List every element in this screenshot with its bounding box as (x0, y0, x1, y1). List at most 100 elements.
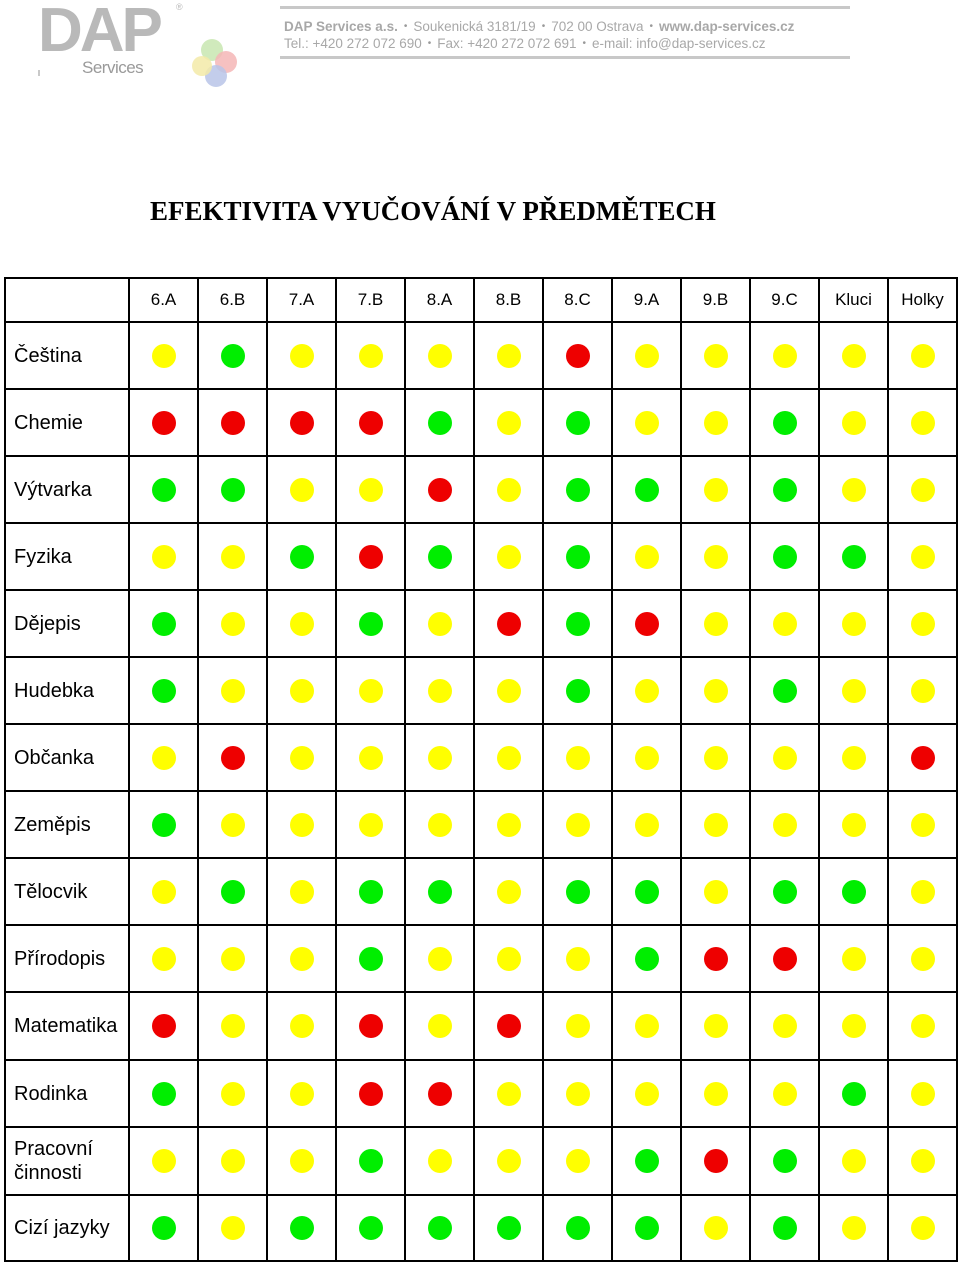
yellow-dot-icon (289, 745, 314, 770)
red-dot-icon (358, 410, 383, 435)
green-dot-icon (151, 1081, 176, 1106)
yellow-dot-icon (289, 1081, 314, 1106)
rating-cell (404, 522, 475, 591)
rating-cell (473, 924, 544, 993)
yellow-dot-icon (358, 745, 383, 770)
yellow-dot-icon (427, 343, 452, 368)
yellow-dot-icon (565, 1149, 590, 1173)
table-row: Pracovní činnosti (4, 1126, 958, 1196)
rating-cell (542, 1194, 613, 1262)
rating-cell (542, 857, 613, 926)
rating-cell (128, 1126, 199, 1196)
yellow-dot-icon (220, 1216, 245, 1240)
green-dot-icon (151, 477, 176, 502)
table-row: Občanka (4, 723, 958, 792)
red-dot-icon (358, 1014, 383, 1038)
yellow-dot-icon (910, 1149, 935, 1173)
yellow-dot-icon (151, 544, 176, 569)
subject-label: Tělocvik (4, 857, 130, 926)
table-header-row: 6.A 6.B 7.A 7.B 8.A 8.B 8.C 9.A 9.B 9.C Kluci Holky (4, 277, 958, 323)
rating-cell (749, 857, 820, 926)
yellow-dot-icon (289, 611, 314, 636)
green-dot-icon (151, 1216, 176, 1240)
rating-cell (680, 723, 751, 792)
yellow-dot-icon (703, 477, 728, 502)
rating-cell (473, 1126, 544, 1196)
yellow-dot-icon (358, 477, 383, 502)
green-dot-icon (634, 946, 659, 971)
subject-label: Fyzika (4, 522, 130, 591)
subject-label: Hudebka (4, 656, 130, 725)
rating-cell (404, 1059, 475, 1128)
rating-cell (611, 388, 682, 457)
yellow-dot-icon (841, 678, 866, 703)
company-address: Soukenická 3181/19 (413, 19, 536, 34)
rating-cell (128, 522, 199, 591)
rating-cell (749, 388, 820, 457)
rating-cell (818, 924, 889, 993)
red-dot-icon (772, 946, 797, 971)
rating-cell (473, 522, 544, 591)
green-dot-icon (772, 410, 797, 435)
green-dot-icon (151, 611, 176, 636)
yellow-dot-icon (703, 1081, 728, 1106)
table-row: Rodinka (4, 1059, 958, 1128)
green-dot-icon (358, 946, 383, 971)
green-dot-icon (772, 678, 797, 703)
separator: • (427, 38, 432, 49)
rating-cell (680, 790, 751, 859)
rating-cell (128, 790, 199, 859)
separator: • (582, 38, 587, 49)
efficiency-table: 6.A 6.B 7.A 7.B 8.A 8.B 8.C 9.A 9.B 9.C Kluci Holky… (4, 277, 958, 1262)
column-header: 8.B (473, 277, 544, 323)
green-dot-icon (496, 1216, 521, 1240)
rating-cell (818, 656, 889, 725)
rating-cell (335, 857, 406, 926)
yellow-dot-icon (496, 678, 521, 703)
rating-cell (266, 723, 337, 792)
green-dot-icon (772, 1216, 797, 1240)
rating-cell (197, 924, 268, 993)
rating-cell (404, 991, 475, 1061)
green-dot-icon (841, 1081, 866, 1106)
rating-cell (818, 388, 889, 457)
column-header: 9.C (749, 277, 820, 323)
rating-cell (542, 455, 613, 524)
rating-cell (542, 723, 613, 792)
rating-cell (266, 321, 337, 390)
rating-cell (335, 991, 406, 1061)
rating-cell (473, 589, 544, 658)
yellow-dot-icon (841, 745, 866, 770)
column-header: Kluci (818, 277, 889, 323)
yellow-dot-icon (496, 343, 521, 368)
separator: • (403, 21, 408, 32)
yellow-dot-icon (496, 879, 521, 904)
contact-line-2: Tel.: +420 272 072 690 • Fax: +420 272 072… (280, 35, 850, 52)
contact-top-rule (280, 6, 850, 9)
yellow-dot-icon (427, 745, 452, 770)
rating-cell (404, 723, 475, 792)
company-email: e-mail: info@dap-services.cz (592, 36, 766, 51)
red-dot-icon (703, 946, 728, 971)
rating-cell (611, 723, 682, 792)
rating-cell (128, 589, 199, 658)
rating-cell (335, 723, 406, 792)
rating-cell (749, 1194, 820, 1262)
subject-label: Výtvarka (4, 455, 130, 524)
rating-cell (404, 1194, 475, 1262)
red-dot-icon (634, 611, 659, 636)
logo-accent (38, 70, 40, 76)
rating-cell (128, 388, 199, 457)
rating-cell (680, 321, 751, 390)
yellow-dot-icon (703, 343, 728, 368)
rating-cell (128, 1194, 199, 1262)
yellow-dot-icon (910, 1014, 935, 1038)
green-dot-icon (634, 477, 659, 502)
yellow-dot-icon (772, 1081, 797, 1106)
table-row: Matematika (4, 991, 958, 1061)
yellow-dot-icon (289, 879, 314, 904)
yellow-dot-icon (496, 477, 521, 502)
logo-subtitle: Services (82, 58, 144, 77)
rating-cell (473, 991, 544, 1061)
rating-cell (473, 455, 544, 524)
